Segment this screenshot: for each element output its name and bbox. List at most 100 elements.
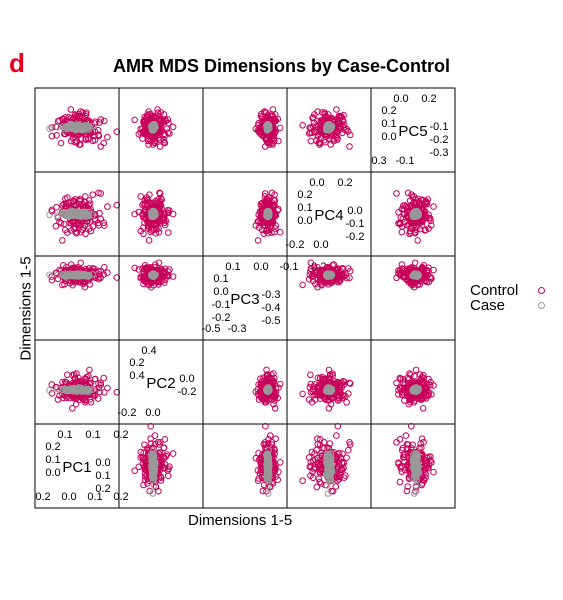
- tick-label: 0.1: [225, 261, 240, 273]
- tick-label: -0.1: [346, 218, 365, 230]
- point-case: [46, 125, 53, 132]
- point-control: [411, 259, 419, 267]
- point-control: [59, 115, 66, 123]
- tick-label: -0.3: [430, 147, 449, 159]
- point-control: [254, 237, 262, 244]
- point-control: [327, 141, 335, 148]
- tick-label: -0.5: [262, 315, 281, 327]
- tick-label: -0.2: [118, 407, 137, 419]
- variable-label-pc4: PC4: [314, 207, 343, 224]
- scatter-panel-PC5-vs-PC4: [393, 189, 437, 244]
- tick-label: -0.3: [262, 289, 281, 301]
- point-control: [154, 106, 161, 113]
- point-control: [430, 203, 437, 210]
- point-control: [299, 281, 306, 289]
- point-control: [395, 209, 402, 216]
- tick-label: 0.2: [337, 177, 352, 189]
- tick-label: -0.4: [262, 302, 281, 314]
- point-control: [276, 124, 284, 132]
- scatter-panel-PC3-vs-PC2: [252, 366, 284, 412]
- tick-label: 0.0: [347, 205, 362, 217]
- variable-label-pc3: PC3: [230, 291, 259, 308]
- point-control: [346, 143, 353, 150]
- point-control: [139, 128, 147, 136]
- point-control: [104, 203, 111, 210]
- point-control: [57, 139, 65, 147]
- point-control: [165, 119, 172, 127]
- point-control: [97, 116, 105, 123]
- tick-label: 0.1: [213, 273, 228, 285]
- point-control: [69, 405, 76, 412]
- point-control: [393, 190, 400, 197]
- point-control: [299, 390, 306, 398]
- tick-label: -0.2: [346, 231, 365, 243]
- point-control: [89, 137, 97, 145]
- tick-label: -0.1: [212, 299, 231, 311]
- point-control: [343, 399, 350, 406]
- point-control: [157, 136, 164, 143]
- point-case: [85, 122, 93, 130]
- tick-label: 0.0: [213, 286, 228, 298]
- point-control: [144, 117, 151, 124]
- tick-label: 0.0: [297, 215, 312, 227]
- point-case: [150, 123, 158, 130]
- point-control: [164, 116, 172, 123]
- tick-label: -0.2: [212, 312, 231, 324]
- tick-label: -0.1: [430, 121, 449, 133]
- tick-label: 0.0: [393, 93, 408, 105]
- point-control: [100, 139, 107, 147]
- point-control: [97, 143, 104, 150]
- point-case: [77, 124, 85, 131]
- point-control: [145, 141, 152, 148]
- tick-label: -0.1: [396, 155, 415, 167]
- point-control: [144, 137, 152, 145]
- tick-label: -0.2: [430, 134, 449, 146]
- point-control: [158, 117, 165, 125]
- point-control: [169, 123, 177, 131]
- point-control: [67, 106, 75, 113]
- point-control: [150, 139, 158, 146]
- scatter-panel-PC1-vs-PC4: [46, 189, 121, 244]
- point-case: [65, 122, 72, 130]
- point-control: [398, 228, 406, 236]
- scatter-panel-PC2-vs-PC5: [131, 106, 177, 150]
- point-control: [137, 193, 144, 200]
- variable-label-pc5: PC5: [398, 123, 427, 140]
- tick-label: 0.3: [371, 155, 386, 167]
- tick-label: 0.4: [129, 370, 144, 382]
- variable-label-pc2: PC2: [146, 375, 175, 392]
- point-control: [156, 143, 164, 150]
- scatter-panel-PC5-vs-PC3: [393, 259, 437, 291]
- point-control: [77, 259, 84, 267]
- tick-label: 0.2: [381, 105, 396, 117]
- scatter-panel-PC4-vs-PC2: [299, 366, 354, 412]
- point-control: [147, 137, 154, 145]
- tick-label: 0.0: [313, 239, 328, 251]
- tick-label: -0.5: [202, 323, 221, 335]
- point-control: [73, 139, 80, 146]
- point-control: [145, 237, 153, 244]
- tick-label: -0.1: [280, 261, 299, 273]
- point-control: [104, 133, 111, 141]
- scatter-panel-PC1-vs-PC3: [46, 259, 121, 291]
- point-control: [131, 116, 138, 124]
- point-control: [48, 132, 56, 140]
- tick-label: 0.2: [297, 189, 312, 201]
- tick-label: 0.1: [381, 118, 396, 130]
- point-control: [113, 128, 121, 135]
- point-control: [95, 132, 103, 140]
- chart-title: AMR MDS Dimensions by Case-Control: [112, 56, 451, 76]
- scatter-panel-PC3-vs-PC5: [252, 106, 284, 150]
- tick-label: 0.1: [297, 202, 312, 214]
- tick-label: -0.3: [228, 323, 247, 335]
- point-control: [154, 116, 162, 123]
- point-case: [63, 123, 70, 130]
- scatter-panel-PC2-vs-PC4: [131, 189, 177, 244]
- panel-letter: d: [9, 48, 25, 78]
- point-control: [299, 122, 306, 129]
- tick-label: -0.2: [286, 239, 305, 251]
- point-control: [158, 127, 166, 135]
- point-control: [96, 119, 103, 126]
- point-control: [82, 136, 89, 143]
- scatter-panel-PC2-vs-PC3: [131, 259, 177, 291]
